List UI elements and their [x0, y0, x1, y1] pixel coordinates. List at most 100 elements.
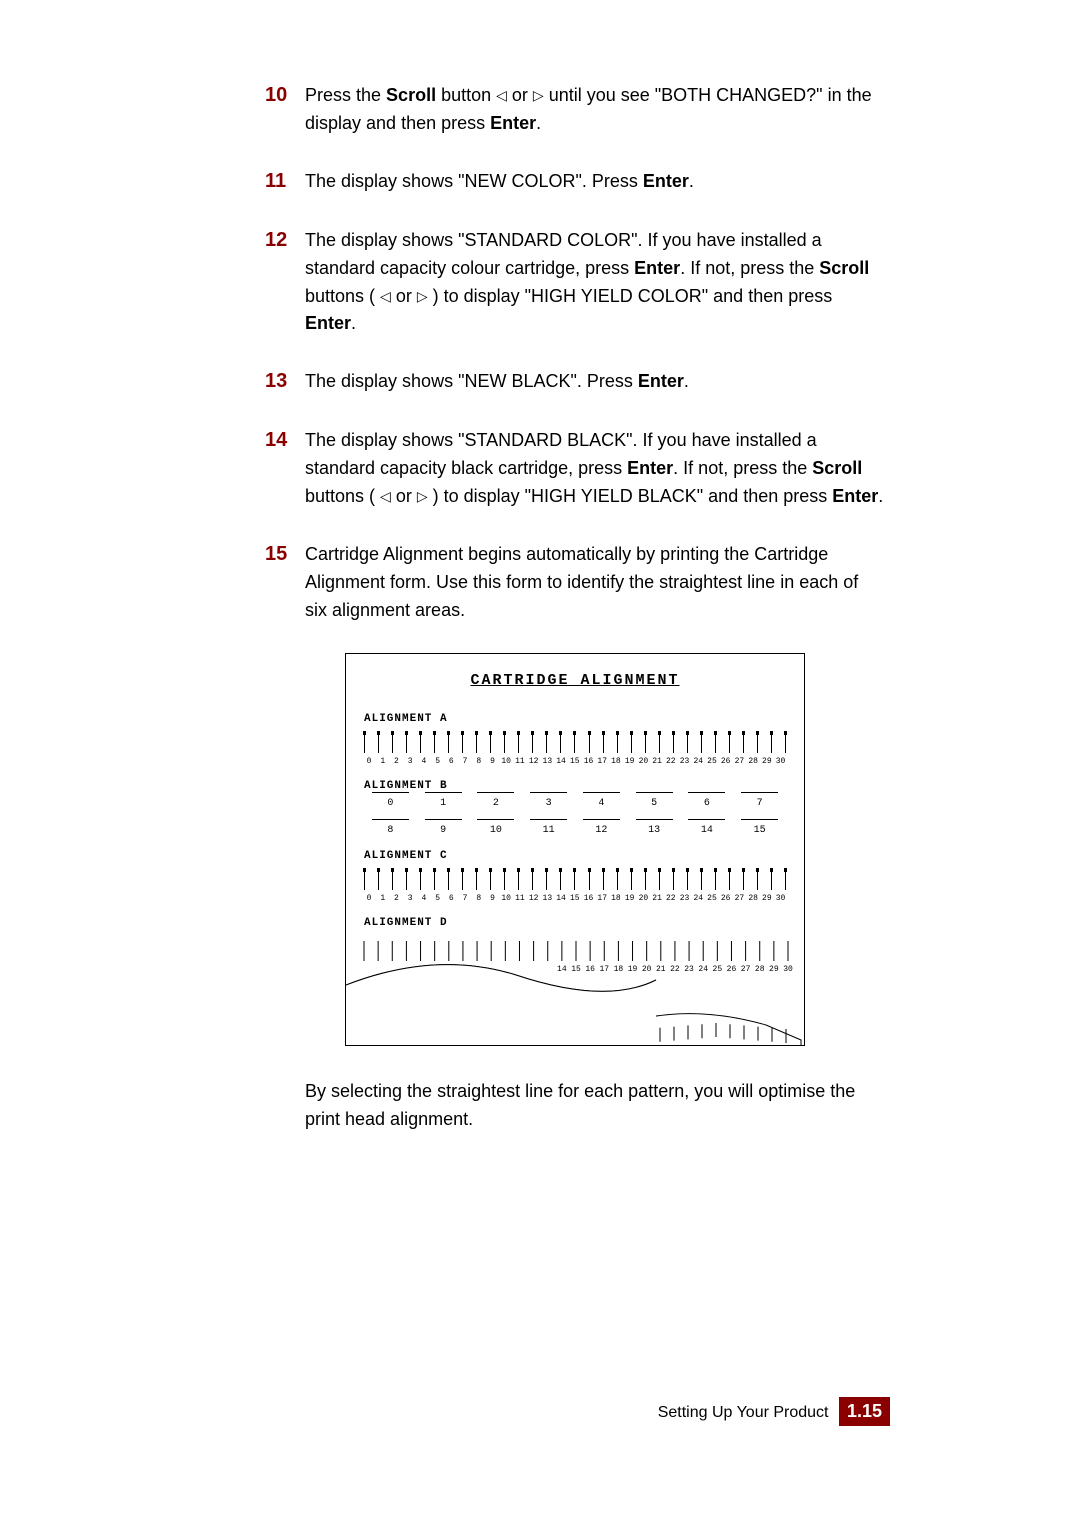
after-figure-text: By selecting the straightest line for ea… [265, 1078, 885, 1134]
alignment-tick [771, 735, 772, 753]
alignment-b-cell: 15 [733, 825, 786, 836]
alignment-tick [687, 872, 688, 890]
alignment-tick [406, 735, 407, 753]
alignment-tick [701, 872, 702, 890]
alignment-c-numbers: 0123456789101112131415161718192021222324… [364, 894, 786, 903]
alignment-tick [364, 735, 365, 753]
alignment-tick [645, 872, 646, 890]
alignment-tick [617, 735, 618, 753]
alignment-tick [687, 735, 688, 753]
step-text: The display shows "STANDARD COLOR". If y… [305, 225, 885, 339]
alignment-a-label: ALIGNMENT A [364, 713, 786, 725]
alignment-tick [771, 872, 772, 890]
alignment-tick-number: 8 [474, 757, 484, 766]
alignment-tick-number: 5 [433, 894, 443, 903]
alignment-tick [378, 872, 379, 890]
alignment-tick [617, 872, 618, 890]
alignment-tick [406, 872, 407, 890]
svg-text:17: 17 [599, 965, 609, 974]
alignment-tick [420, 872, 421, 890]
alignment-tick [729, 872, 730, 890]
alignment-tick-number: 11 [515, 757, 525, 766]
alignment-b-cell: 5 [628, 798, 681, 809]
page-footer: Setting Up Your Product 1.15 [658, 1397, 890, 1426]
alignment-tick [701, 735, 702, 753]
alignment-b-cell: 6 [681, 798, 734, 809]
alignment-tick [603, 872, 604, 890]
alignment-tick-number: 25 [707, 894, 717, 903]
alignment-tick [743, 735, 744, 753]
footer-page-number: 1.15 [839, 1397, 890, 1426]
alignment-tick [448, 872, 449, 890]
svg-text:22: 22 [670, 965, 680, 974]
alignment-b-cell: 7 [733, 798, 786, 809]
alignment-tick-number: 28 [748, 757, 758, 766]
alignment-b-row2: 89101112131415 [364, 825, 786, 836]
alignment-tick [659, 735, 660, 753]
alignment-tick [532, 735, 533, 753]
svg-text:20: 20 [642, 965, 652, 974]
alignment-a: ALIGNMENT A 0123456789101112131415161718… [364, 713, 786, 766]
alignment-tick-number: 17 [597, 894, 607, 903]
svg-text:29: 29 [769, 965, 779, 974]
alignment-b-cell: 11 [522, 825, 575, 836]
alignment-d: ALIGNMENT D 1415161718192021222324252627… [364, 917, 786, 1045]
svg-text:25: 25 [713, 965, 723, 974]
alignment-tick [757, 872, 758, 890]
alignment-tick [785, 735, 786, 753]
step-number: 15 [265, 539, 305, 625]
alignment-tick [504, 872, 505, 890]
alignment-tick-number: 0 [364, 757, 374, 766]
alignment-tick [589, 735, 590, 753]
svg-text:16: 16 [585, 965, 595, 974]
step-text: The display shows "STANDARD BLACK". If y… [305, 425, 885, 511]
alignment-b-cell: 0 [364, 798, 417, 809]
instruction-step: 14The display shows "STANDARD BLACK". If… [265, 425, 885, 511]
alignment-d-label: ALIGNMENT D [364, 917, 786, 929]
alignment-tick-number: 9 [487, 894, 497, 903]
alignment-tick-number: 11 [515, 894, 525, 903]
alignment-b: ALIGNMENT B 01234567 89101112131415 [364, 780, 786, 836]
alignment-tick-number: 20 [638, 894, 648, 903]
alignment-tick [560, 735, 561, 753]
alignment-tick [729, 735, 730, 753]
alignment-tick-number: 29 [762, 894, 772, 903]
alignment-tick [434, 872, 435, 890]
step-number: 11 [265, 166, 305, 197]
alignment-tick [504, 735, 505, 753]
alignment-tick [546, 872, 547, 890]
alignment-b-label: ALIGNMENT B [364, 780, 786, 792]
steps-list: 10Press the Scroll button ◁ or ▷ until y… [265, 80, 885, 625]
page-content: 10Press the Scroll button ◁ or ▷ until y… [265, 80, 885, 1133]
alignment-tick-number: 29 [762, 757, 772, 766]
svg-text:21: 21 [656, 965, 666, 974]
alignment-b-cell: 12 [575, 825, 628, 836]
page-curl: 1415161718192021222324252627282930 [364, 935, 786, 1045]
alignment-tick-number: 26 [721, 894, 731, 903]
alignment-tick-number: 13 [542, 757, 552, 766]
alignment-tick [518, 735, 519, 753]
step-number: 14 [265, 425, 305, 511]
svg-text:19: 19 [628, 965, 638, 974]
alignment-tick-number: 18 [611, 894, 621, 903]
instruction-step: 10Press the Scroll button ◁ or ▷ until y… [265, 80, 885, 138]
alignment-tick [574, 735, 575, 753]
alignment-b-cell: 8 [364, 825, 417, 836]
alignment-b-cell: 13 [628, 825, 681, 836]
alignment-tick [743, 872, 744, 890]
alignment-tick-number: 14 [556, 894, 566, 903]
alignment-tick [645, 735, 646, 753]
alignment-tick-number: 5 [433, 757, 443, 766]
alignment-tick-number: 30 [776, 757, 786, 766]
alignment-tick-number: 27 [734, 757, 744, 766]
alignment-tick [631, 872, 632, 890]
svg-text:14: 14 [557, 965, 567, 974]
alignment-tick-number: 30 [776, 894, 786, 903]
alignment-tick [448, 735, 449, 753]
step-text: The display shows "NEW COLOR". Press Ent… [305, 166, 694, 197]
svg-text:23: 23 [684, 965, 694, 974]
alignment-c-label: ALIGNMENT C [364, 850, 786, 862]
alignment-a-numbers: 0123456789101112131415161718192021222324… [364, 757, 786, 766]
step-number: 10 [265, 80, 305, 138]
step-number: 13 [265, 366, 305, 397]
